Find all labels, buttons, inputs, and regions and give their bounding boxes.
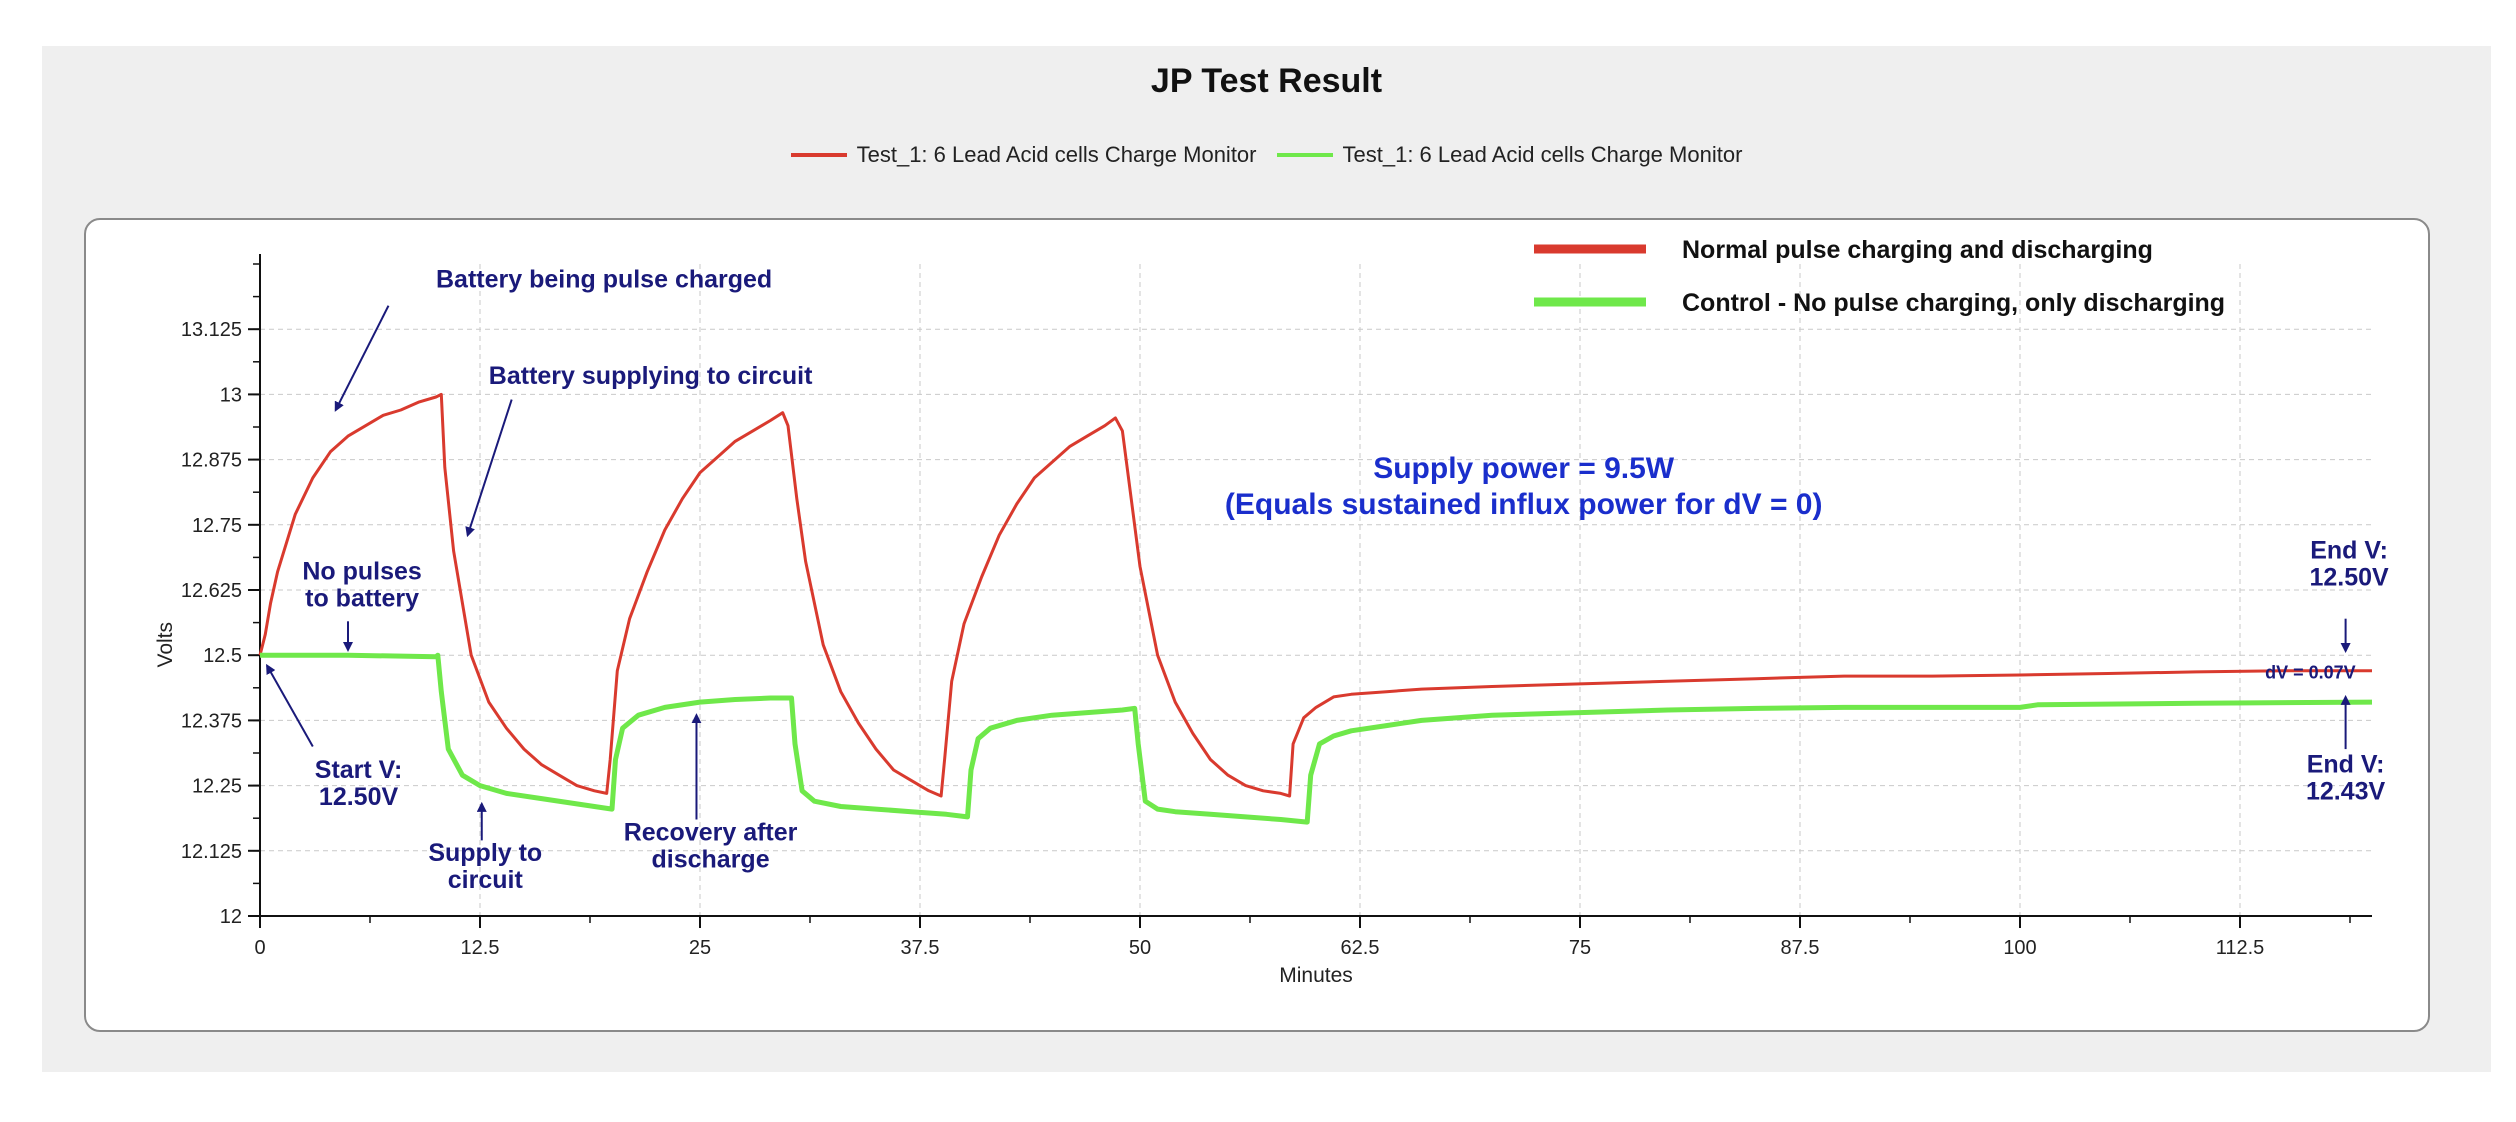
chart-title: JP Test Result — [1150, 62, 1383, 100]
legend-item-green: Test_1: 6 Lead Acid cells Charge Monitor — [1276, 142, 1743, 168]
x-tick-label: 100 — [2003, 937, 2036, 959]
y-tick-label: 12.125 — [181, 841, 242, 863]
annotation-text: Start V: — [315, 756, 403, 784]
annotation-arrow — [465, 399, 513, 538]
annotation-text: End V: — [2307, 751, 2385, 779]
y-tick-label: 13.125 — [181, 319, 242, 341]
series-layer — [258, 392, 2373, 825]
chart-legend: Test_1: 6 Lead Acid cells Charge Monitor… — [42, 142, 2491, 168]
grid-layer — [260, 264, 2372, 916]
annotation-text: dV = 0.07V — [2265, 663, 2356, 683]
annotation-text: Battery being pulse charged — [436, 265, 772, 293]
annotation-layer: Battery being pulse charged Battery suppl… — [266, 265, 2389, 894]
annotation-text: Supply power = 9.5W — [1373, 452, 1675, 485]
annotation-text: Recovery after — [624, 818, 798, 846]
annotation-text: Supply to — [428, 839, 542, 867]
x-tick-label: 50 — [1129, 937, 1151, 959]
y-tick-label: 12 — [220, 906, 242, 928]
x-tick-label: 75 — [1569, 937, 1591, 959]
axis-layer: 0 12.5 25 37.5 50 62.5 75 87.5 100 112.5 12 12.125 1… — [154, 254, 2372, 987]
x-tick-label: 0 — [254, 937, 265, 959]
legend-label-green: Test_1: 6 Lead Acid cells Charge Monitor — [1342, 142, 1743, 167]
annotation-text: circuit — [448, 866, 524, 894]
legend-swatch-red — [790, 153, 847, 157]
y-tick-label: 12.25 — [192, 776, 242, 798]
x-tick-label: 25 — [689, 937, 711, 959]
y-tick-label: 12.75 — [192, 515, 242, 537]
series-line-green — [260, 652, 2373, 825]
series-line-red — [258, 392, 2372, 798]
annotation-text: 12.43V — [2306, 778, 2386, 806]
annotation-text: discharge — [652, 845, 770, 873]
legend-item-red: Test_1: 6 Lead Acid cells Charge Monitor — [790, 142, 1257, 168]
annotation-text: 12.50V — [2309, 564, 2389, 592]
x-tick-label: 12.5 — [461, 937, 500, 959]
annotation-text: 12.50V — [319, 783, 399, 811]
inner-legend-label: Control - No pulse charging, only discha… — [1682, 289, 2225, 317]
inner-legend-label: Normal pulse charging and discharging — [1682, 236, 2153, 264]
y-tick-label: 12.375 — [181, 710, 242, 732]
x-tick-label: 112.5 — [2216, 937, 2265, 959]
y-tick-label: 12.5 — [203, 645, 242, 667]
inner-legend-layer: Normal pulse charging and discharging Con… — [1534, 236, 2225, 317]
annotation-text: (Equals sustained influx power for dV = … — [1225, 488, 1823, 521]
x-axis-label: Minutes — [1279, 964, 1353, 987]
y-tick-label: 12.625 — [181, 580, 242, 602]
chart-panel: JP Test Result Test_1: 6 Lead Acid cells… — [42, 46, 2491, 1072]
plot-area-frame — [84, 218, 2430, 1032]
annotation-text: to battery — [305, 585, 419, 613]
line-chart: 0 12.5 25 37.5 50 62.5 75 87.5 100 112.5 12 12.125 1… — [154, 236, 2389, 987]
legend-label-red: Test_1: 6 Lead Acid cells Charge Monitor — [856, 142, 1257, 167]
annotation-text: Battery supplying to circuit — [489, 362, 813, 390]
annotation-text: No pulses — [302, 558, 421, 586]
x-tick-label: 37.5 — [901, 937, 940, 959]
annotation-arrow — [334, 305, 390, 412]
x-tick-label: 87.5 — [1781, 937, 1820, 959]
y-tick-label: 12.875 — [181, 450, 242, 472]
annotation-text: End V: — [2310, 537, 2388, 565]
legend-swatch-green — [1276, 153, 1333, 157]
annotation-arrow — [266, 663, 314, 747]
y-axis-label: Volts — [154, 622, 177, 668]
y-tick-label: 13 — [220, 384, 242, 406]
x-tick-label: 62.5 — [1341, 937, 1380, 959]
